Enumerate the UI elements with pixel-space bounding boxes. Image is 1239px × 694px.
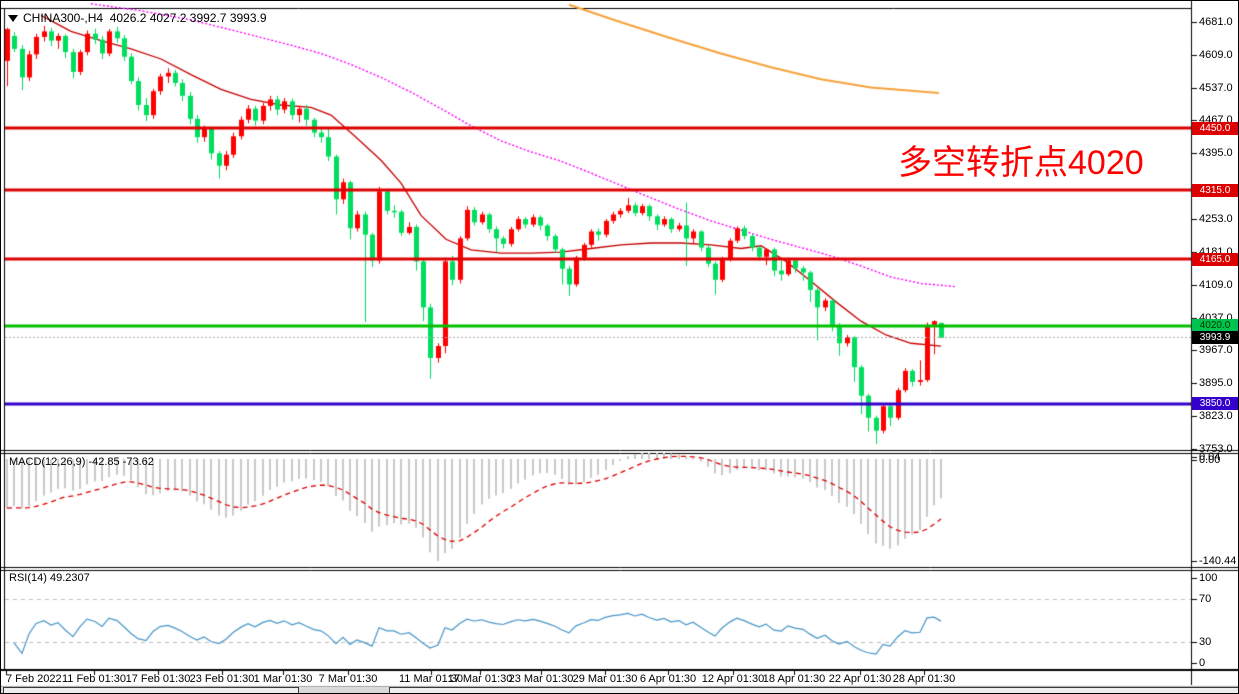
macd-axis-label: -140.44 <box>1199 555 1237 567</box>
rsi-axis-label: 30 <box>1199 636 1212 648</box>
current-price-badge: 3993.9 <box>1192 331 1238 345</box>
level-price-badge: 3850.0 <box>1192 397 1238 411</box>
annotation-text[interactable]: 多空转折点4020 <box>898 144 1144 182</box>
scrollbar-thumb-left[interactable] <box>3 687 299 693</box>
price-axis-label: 3823.0 <box>1199 410 1233 423</box>
level-price-badge: 4450.0 <box>1192 121 1238 135</box>
macd-axis-label: 0.04 <box>1199 451 1221 463</box>
level-price-badge: 4020.0 <box>1192 319 1238 333</box>
time-axis-label: 29 Mar 01:30 <box>572 673 638 685</box>
macd-axis-label: 0.00 <box>1199 454 1221 466</box>
symbol-name: CHINA300-,H4 <box>23 11 104 25</box>
symbol-dropdown-icon[interactable] <box>8 15 18 22</box>
time-axis-label: 1 Mar 01:30 <box>253 673 313 685</box>
symbol-ohlc: 4026.2 4027.2 3992.7 3993.9 <box>109 11 267 25</box>
time-axis-label: 23 Mar 01:30 <box>508 673 574 685</box>
rsi-title: RSI(14) 49.2307 <box>9 572 90 584</box>
price-axis-label: 4537.0 <box>1199 81 1233 94</box>
chart-title: CHINA300-,H4 4026.2 4027.2 3992.7 3993.9 <box>8 11 267 25</box>
price-axis-label: 4609.0 <box>1199 48 1233 61</box>
time-axis-label: 22 Apr 01:30 <box>828 673 892 685</box>
time-axis-label: 7 Feb 2022 <box>6 673 62 685</box>
time-axis-label: 23 Feb 01:30 <box>189 673 255 685</box>
rsi-axis-label: 70 <box>1199 593 1212 605</box>
time-axis-label: 17 Mar 01:30 <box>447 673 513 685</box>
price-axis-label: 4109.0 <box>1199 278 1233 291</box>
macd-title: MACD(12,26,9) -42.85 -73.62 <box>9 456 154 468</box>
price-axis-label: 4253.0 <box>1199 212 1233 225</box>
price-axis-label: 3967.0 <box>1199 344 1233 357</box>
level-price-badge: 4315.0 <box>1192 183 1238 197</box>
rsi-axis-label: 100 <box>1199 572 1218 584</box>
time-axis-label: 11 Feb 01:30 <box>61 673 127 685</box>
time-axis-label: 7 Mar 01:30 <box>318 673 378 685</box>
time-axis-label: 17 Feb 01:30 <box>125 673 191 685</box>
time-axis-label: 28 Apr 01:30 <box>892 673 956 685</box>
price-axis-label: 4681.0 <box>1199 15 1233 28</box>
price-axis-label: 4395.0 <box>1199 147 1233 160</box>
time-axis-label: 12 Apr 01:30 <box>701 673 765 685</box>
price-axis-label: 3753.0 <box>1199 442 1233 455</box>
horizontal-scrollbar[interactable] <box>1 687 1238 693</box>
time-axis-label: 18 Apr 01:30 <box>762 673 826 685</box>
time-axis-label: 6 Apr 01:30 <box>639 673 697 685</box>
rsi-axis-label: 0 <box>1199 657 1206 669</box>
scrollbar-thumb-right[interactable] <box>389 687 1238 693</box>
time-axis-label: 11 Mar 01:30 <box>398 673 464 685</box>
price-axis-label: 3895.0 <box>1199 377 1233 390</box>
level-price-badge: 4165.0 <box>1192 252 1238 266</box>
